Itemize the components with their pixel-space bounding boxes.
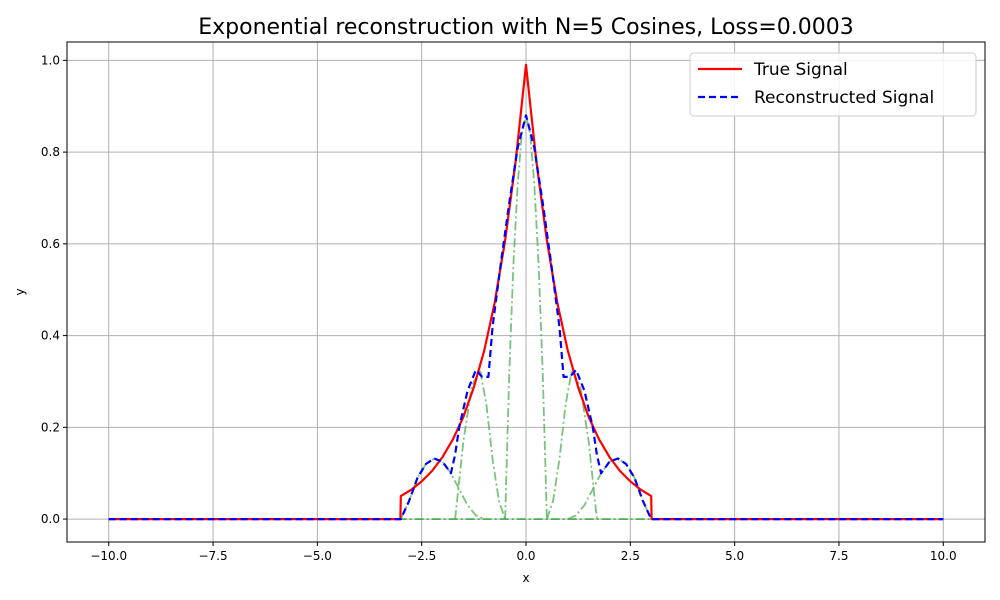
x-axis-label: x [522, 571, 529, 585]
y-tick-label-3: 0.6 [41, 237, 60, 251]
x-tick-label-0: −10.0 [90, 549, 127, 563]
y-tick-label-1: 0.2 [41, 420, 60, 434]
x-tick-label-7: 7.5 [829, 549, 848, 563]
y-tick-label-5: 1.0 [41, 53, 60, 67]
x-tick-label-3: −2.5 [407, 549, 436, 563]
legend-box [689, 52, 977, 117]
series-line-0 [108, 63, 944, 521]
x-tick-label-4: 0.0 [516, 549, 535, 563]
x-tick-label-8: 10.0 [930, 549, 957, 563]
y-tick-label-2: 0.4 [41, 329, 60, 343]
axis-ticks: −10.0 −7.5 −5.0 −2.5 0.0 2.5 5.0 7.5 10.0 0.0 0.2 0… [41, 53, 957, 563]
legend: True Signal Reconstructed Signal [689, 52, 977, 117]
chart-title: Exponential reconstruction with N=5 Cosi… [198, 15, 854, 40]
legend-label-reconstructed-signal: Reconstructed Signal [754, 88, 934, 108]
legend-label-true-signal: True Signal [753, 60, 848, 80]
component-curve-4 [399, 457, 485, 520]
series-lines [108, 63, 944, 521]
x-tick-label-1: −7.5 [198, 549, 227, 563]
y-axis-label: y [13, 288, 27, 295]
x-tick-label-2: −5.0 [303, 549, 332, 563]
x-tick-label-6: 5.0 [725, 549, 744, 563]
y-tick-label-0: 0.0 [41, 512, 60, 526]
series-line-1 [108, 114, 944, 521]
y-tick-label-4: 0.8 [41, 145, 60, 159]
component-curve-2 [454, 367, 506, 520]
x-tick-label-5: 2.5 [621, 549, 640, 563]
